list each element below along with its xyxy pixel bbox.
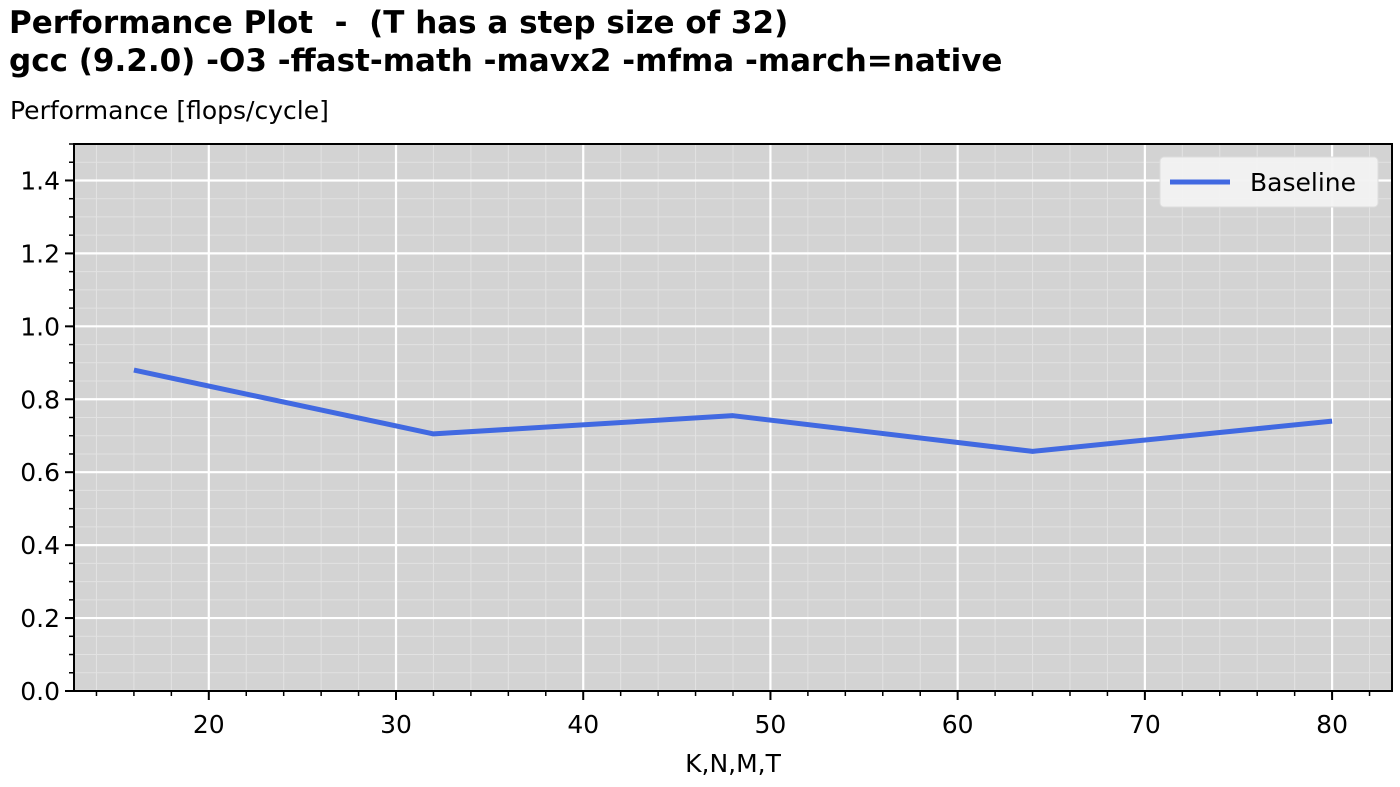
x-tick-label: 20	[193, 710, 225, 739]
chart-title-line-1: Performance Plot - (T has a step size of…	[9, 5, 789, 41]
x-tick-label: 60	[942, 710, 974, 739]
y-tick-label: 0.4	[20, 531, 60, 560]
series-line-baseline	[133, 367, 1333, 454]
y-tick-label: 0.8	[20, 385, 60, 414]
legend-box	[1159, 156, 1379, 208]
x-tick-label: 80	[1316, 710, 1348, 739]
y-axis-ticks: 0.0 0.2 0.4 0.6 0.8 1.0 1.2 1.4	[20, 143, 74, 706]
y-tick-label: 0.0	[20, 677, 60, 706]
x-tick-label: 40	[567, 710, 599, 739]
y-tick-label: 0.2	[20, 604, 60, 633]
chart-title-line-2: gcc (9.2.0) -O3 -ffast-math -mavx2 -mfma…	[9, 43, 1003, 79]
y-tick-label: 0.6	[20, 458, 60, 487]
legend-label-baseline: Baseline	[1250, 168, 1356, 197]
x-tick-label: 30	[380, 710, 412, 739]
chart-subtitle: Performance [flops/cycle]	[10, 96, 329, 125]
x-axis-label: K,N,M,T	[685, 749, 782, 778]
major-grid	[74, 144, 1392, 693]
chart-title: Performance Plot - (T has a step size of…	[9, 4, 1002, 80]
x-tick-label: 50	[755, 710, 787, 739]
y-tick-label: 1.2	[20, 239, 60, 268]
x-tick-label: 70	[1129, 710, 1161, 739]
y-tick-label: 1.4	[20, 166, 60, 195]
y-tick-label: 1.0	[20, 312, 60, 341]
legend: Baseline	[1159, 156, 1379, 208]
x-axis-ticks: 20 30 40 50 60 70 80	[95, 691, 1371, 739]
series-layer	[133, 367, 1333, 454]
